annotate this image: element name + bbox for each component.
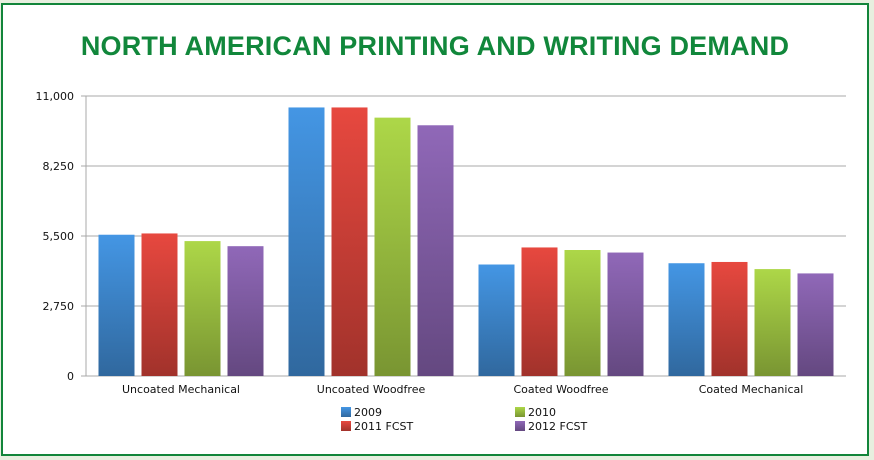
bar bbox=[668, 263, 705, 376]
bar bbox=[331, 107, 368, 377]
bars bbox=[98, 107, 834, 377]
legend-label: 2009 bbox=[354, 406, 382, 419]
bar bbox=[141, 233, 178, 376]
bar bbox=[374, 117, 411, 377]
bar bbox=[227, 246, 264, 376]
y-tick-label: 0 bbox=[67, 370, 74, 383]
legend-swatch bbox=[515, 407, 525, 417]
x-category-label: Uncoated Mechanical bbox=[122, 383, 240, 396]
bar bbox=[98, 234, 135, 376]
x-category-label: Coated Mechanical bbox=[699, 383, 804, 396]
bar bbox=[417, 125, 454, 376]
x-category-label: Coated Woodfree bbox=[513, 383, 608, 396]
legend-label: 2010 bbox=[528, 406, 556, 419]
bar bbox=[711, 261, 748, 376]
bar bbox=[288, 107, 325, 377]
chart-frame: NORTH AMERICAN PRINTING AND WRITING DEMA… bbox=[1, 3, 869, 456]
bar bbox=[184, 241, 221, 376]
legend-swatch bbox=[341, 407, 351, 417]
y-tick-label: 5,500 bbox=[43, 230, 75, 243]
chart-title: NORTH AMERICAN PRINTING AND WRITING DEMA… bbox=[80, 31, 790, 61]
x-axis-categories: Uncoated Mechanical Uncoated Woodfree Coat… bbox=[122, 383, 803, 396]
bar bbox=[607, 252, 644, 376]
legend-swatch bbox=[515, 421, 525, 431]
bar bbox=[521, 247, 558, 376]
y-tick-label: 11,000 bbox=[36, 90, 75, 103]
bar bbox=[797, 273, 834, 376]
bar bbox=[564, 250, 601, 376]
y-tick-label: 8,250 bbox=[43, 160, 75, 173]
bar bbox=[478, 264, 515, 376]
bar bbox=[754, 269, 791, 376]
legend-label: 2011 FCST bbox=[354, 420, 413, 433]
legend-label: 2012 FCST bbox=[528, 420, 587, 433]
x-category-label: Uncoated Woodfree bbox=[317, 383, 426, 396]
y-axis-ticks: 0 2,750 5,500 8,250 11,000 bbox=[36, 90, 75, 383]
legend-swatch bbox=[341, 421, 351, 431]
y-tick-label: 2,750 bbox=[43, 300, 75, 313]
